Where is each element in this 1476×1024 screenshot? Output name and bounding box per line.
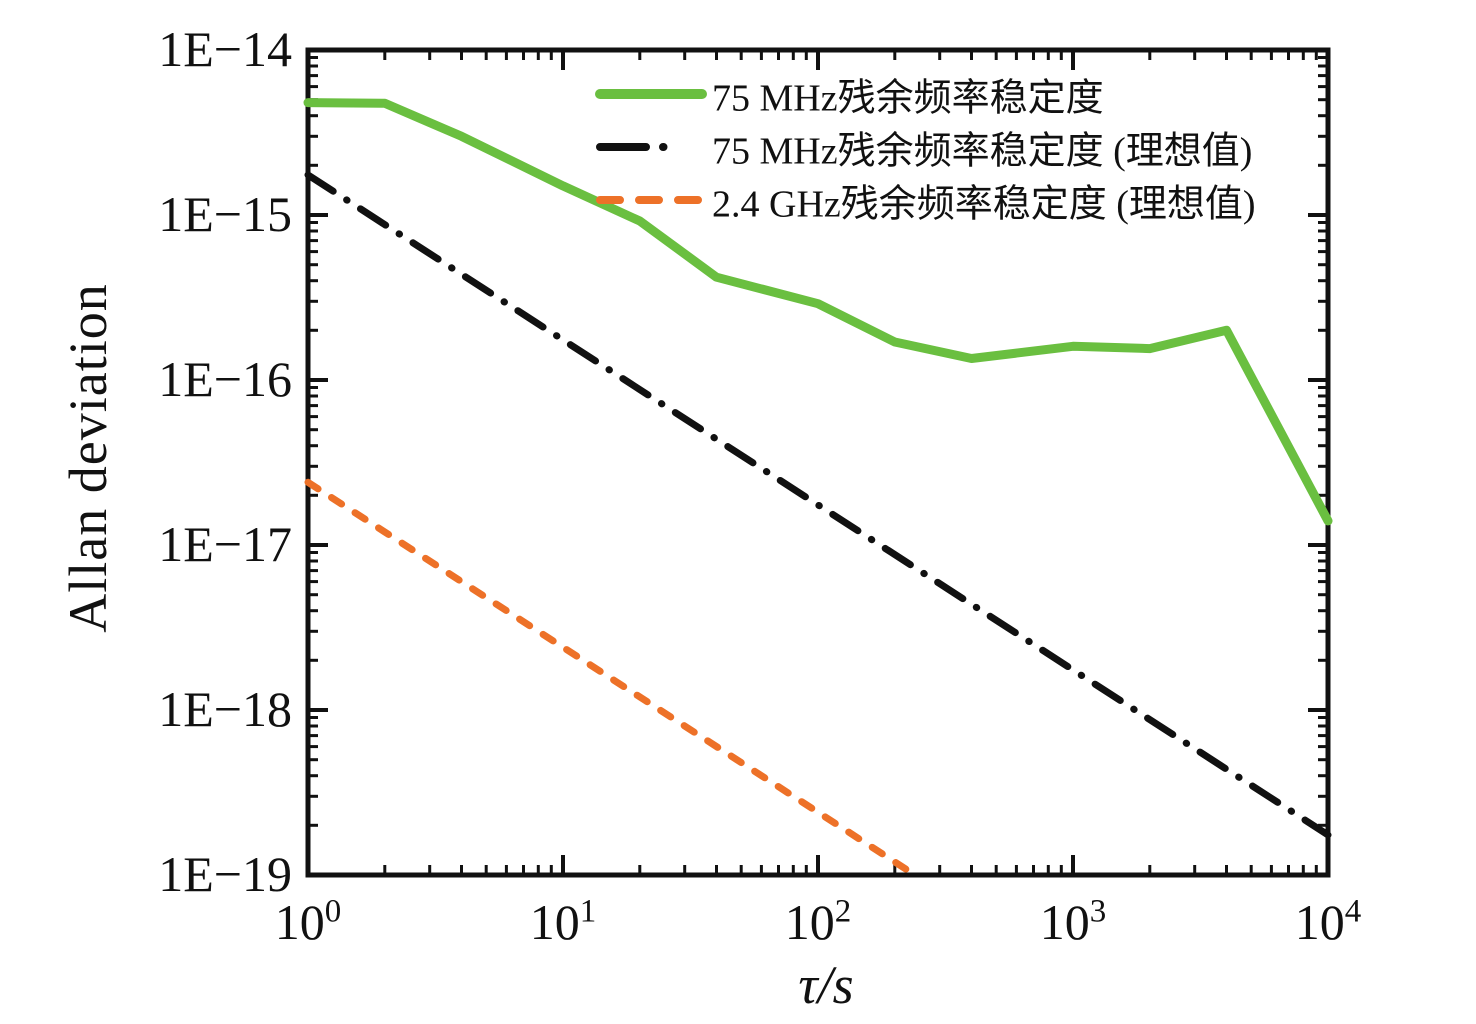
x-tick-label: 101: [530, 893, 597, 951]
series-line-2: [304, 478, 919, 879]
series-line-1: [304, 171, 1332, 839]
x-tick-base: 10: [1039, 894, 1090, 950]
x-axis-title: τ/s: [798, 955, 854, 1015]
legend-label: 75 MHz残余频率稳定度: [712, 77, 1104, 120]
x-tick-base: 10: [784, 894, 835, 950]
x-tick-label: 103: [1040, 893, 1107, 951]
legend-label: 2.4 GHz残余频率稳定度 (理想值): [712, 183, 1256, 226]
x-tick-exponent: 2: [834, 893, 852, 930]
y-axis-title: Allan deviation: [58, 283, 118, 633]
y-tick-label: 1E−17: [158, 515, 292, 572]
x-tick-exponent: 3: [1089, 893, 1107, 930]
x-tick-exponent: 1: [579, 893, 597, 930]
axis-ticks: [306, 48, 1330, 877]
y-tick-label: 1E−19: [158, 845, 292, 902]
x-tick-base: 10: [529, 894, 580, 950]
series-line-0: [303, 98, 1333, 526]
y-tick-label: 1E−15: [158, 185, 292, 242]
legend-label: 75 MHz残余频率稳定度 (理想值): [712, 130, 1253, 173]
x-tick-label: 100: [275, 893, 342, 951]
x-tick-exponent: 0: [324, 893, 342, 930]
x-tick-base: 10: [274, 894, 325, 950]
x-tick-base: 10: [1294, 894, 1345, 950]
x-tick-label: 104: [1295, 893, 1362, 951]
x-tick-label: 102: [785, 893, 852, 951]
y-tick-label: 1E−16: [158, 350, 292, 407]
x-tick-exponent: 4: [1344, 893, 1362, 930]
y-tick-label: 1E−14: [158, 20, 292, 77]
y-tick-label: 1E−18: [158, 680, 292, 737]
